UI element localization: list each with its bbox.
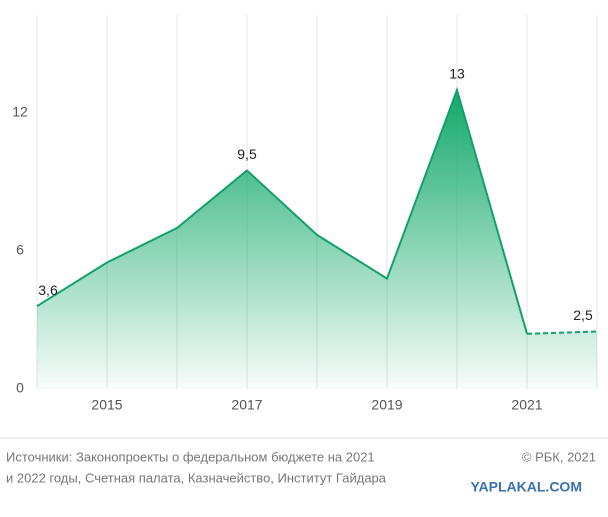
line bbox=[36, 86, 528, 335]
x-tick-label: 2021 bbox=[511, 397, 542, 413]
value-label: 9,5 bbox=[237, 146, 257, 162]
source-line: и 2022 годы, Счетная палата, Казначейств… bbox=[6, 470, 387, 485]
y-tick-label: 6 bbox=[16, 242, 24, 258]
x-tick-label: 2017 bbox=[231, 397, 262, 413]
line-dashed bbox=[526, 330, 598, 335]
area bbox=[37, 90, 597, 389]
credit: © РБК, 2021 bbox=[522, 449, 596, 464]
x-tick-label: 2015 bbox=[91, 397, 122, 413]
x-tick-label: 2019 bbox=[371, 397, 402, 413]
value-label: 13 bbox=[449, 66, 465, 82]
y-tick-label: 0 bbox=[16, 380, 24, 396]
watermark: YAPLAKAL.COM bbox=[471, 479, 583, 495]
value-label: 3,6 bbox=[38, 282, 58, 298]
source-line: Источники: Законопроекты о федеральном б… bbox=[6, 449, 375, 464]
value-label: 2,5 bbox=[573, 307, 593, 323]
y-tick-label: 12 bbox=[12, 104, 28, 120]
